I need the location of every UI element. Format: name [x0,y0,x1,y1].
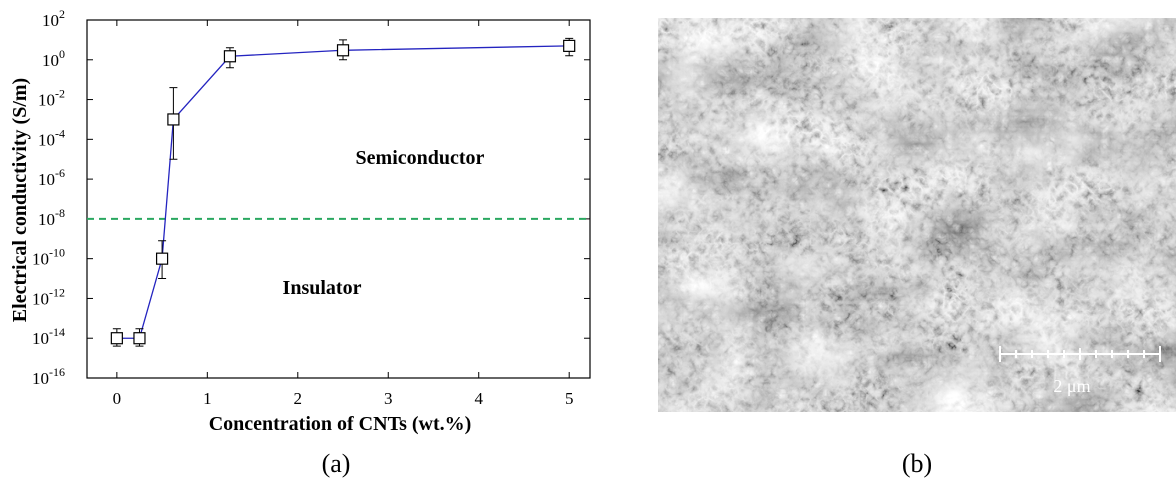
y-tick-exponent: 0 [59,47,65,61]
y-tick-label: 10-16 [32,365,65,388]
plot-frame [87,20,590,378]
y-tick-base: 10 [38,91,55,110]
y-tick-base: 10 [32,250,49,269]
y-tick-base: 10 [32,369,49,388]
y-tick-label: 10-4 [38,126,65,149]
y-tick-label: 10-2 [38,87,65,110]
y-tick-base: 10 [38,130,55,149]
y-tick-exponent: -16 [49,365,65,379]
y-tick-label: 10-14 [32,325,65,348]
x-tick-label: 2 [294,389,303,408]
scale-bar-label: 2 μm [1053,376,1090,396]
y-tick-base: 10 [42,51,59,70]
panel-caption: (b) [902,449,932,478]
y-tick-exponent: -6 [55,166,65,180]
y-tick-label: 10-8 [38,206,65,229]
x-tick-label: 0 [113,389,122,408]
panel-caption: (a) [322,449,351,478]
x-tick-label: 4 [474,389,483,408]
y-tick-label: 102 [42,7,65,30]
figure: Semiconductor Insulator Concentration of… [0,0,1176,490]
x-tick-label: 1 [203,389,212,408]
y-tick-base: 10 [42,11,59,30]
annotation: Insulator [283,277,362,299]
y-tick-exponent: -4 [55,126,65,140]
x-axis-title: Concentration of CNTs (wt.%) [209,413,472,435]
data-point [157,253,168,264]
data-point [224,51,235,62]
y-tick-base: 10 [32,329,49,348]
y-tick-label: 10-6 [38,166,65,189]
y-tick-exponent: -8 [55,206,65,220]
annotation: Semiconductor [356,147,485,169]
y-tick-label: 100 [42,47,65,70]
y-tick-exponent: 2 [59,7,65,21]
data-point [338,45,349,56]
x-tick-label: 3 [384,389,393,408]
y-tick-base: 10 [32,289,49,308]
y-tick-base: 10 [38,170,55,189]
y-tick-exponent: -10 [49,246,65,260]
data-point [564,40,575,51]
y-tick-exponent: -12 [49,285,65,299]
data-point [134,333,145,344]
y-tick-exponent: -2 [55,87,65,101]
data-point [111,333,122,344]
y-tick-label: 10-10 [32,246,65,269]
y-tick-exponent: -14 [49,325,65,339]
y-tick-label: 10-12 [32,285,65,308]
y-axis-title: Electrical conductivity (S/m) [9,78,31,322]
sem-image [658,18,1176,412]
y-tick-base: 10 [38,210,55,229]
page: Semiconductor Insulator Concentration of… [0,0,1176,490]
x-tick-label: 5 [565,389,574,408]
data-point [168,114,179,125]
